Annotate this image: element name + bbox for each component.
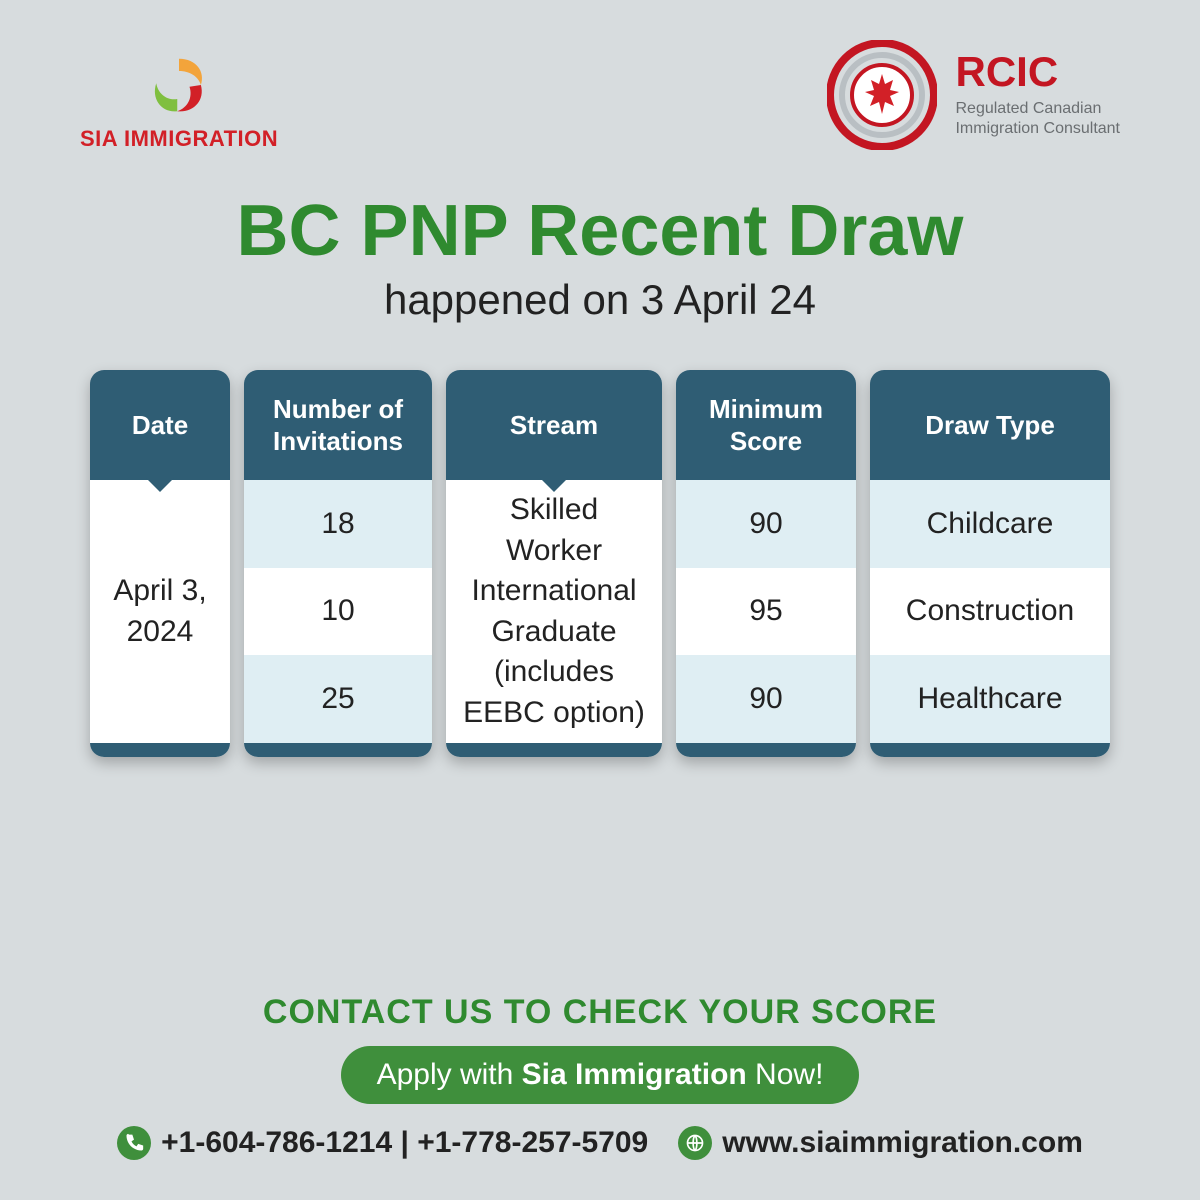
website-block[interactable]: www.siaimmigration.com: [678, 1126, 1083, 1160]
col-header: Number of Invitations: [244, 370, 432, 480]
date-cell: April 3, 2024: [90, 480, 230, 743]
col-header: Date: [90, 370, 230, 480]
table-cell: Construction: [870, 568, 1110, 656]
rcic-subtitle: Regulated Canadian Immigration Consultan…: [955, 99, 1120, 139]
rcic-title: RCIC: [955, 51, 1120, 93]
cta-pill-bold: Sia Immigration: [522, 1058, 747, 1091]
apply-button[interactable]: Apply with Sia Immigration Now!: [341, 1046, 860, 1104]
rcic-badge-icon: [827, 40, 937, 150]
sia-logo: SIA IMMIGRATION: [80, 50, 278, 152]
page-title: BC PNP Recent Draw: [0, 190, 1200, 272]
table-cell: Childcare: [870, 480, 1110, 568]
swirl-icon: [134, 50, 224, 120]
col-header: Minimum Score: [676, 370, 856, 480]
header: SIA IMMIGRATION RCIC Regulated Canadian …: [0, 50, 1200, 170]
table-cell: Healthcare: [870, 655, 1110, 743]
draw-table: Date April 3, 2024 Number of Invitations…: [90, 370, 1110, 757]
sia-logo-text: SIA IMMIGRATION: [80, 126, 278, 152]
title-block: BC PNP Recent Draw happened on 3 April 2…: [0, 190, 1200, 324]
col-footer-strip: [870, 743, 1110, 757]
page-subtitle: happened on 3 April 24: [0, 276, 1200, 324]
col-header: Draw Type: [870, 370, 1110, 480]
footer: CONTACT US TO CHECK YOUR SCORE Apply wit…: [0, 993, 1200, 1160]
cta-headline: CONTACT US TO CHECK YOUR SCORE: [0, 993, 1200, 1032]
cta-pill-prefix: Apply with: [377, 1058, 522, 1091]
col-invitations: Number of Invitations 18 10 25: [244, 370, 432, 757]
col-drawtype: Draw Type Childcare Construction Healthc…: [870, 370, 1110, 757]
cta-pill-suffix: Now!: [747, 1058, 824, 1091]
phone-block[interactable]: +1-604-786-1214 | +1-778-257-5709: [117, 1126, 648, 1160]
col-score: Minimum Score 90 95 90: [676, 370, 856, 757]
website-text: www.siaimmigration.com: [722, 1126, 1083, 1160]
rcic-text-block: RCIC Regulated Canadian Immigration Cons…: [955, 51, 1120, 139]
col-footer-strip: [90, 743, 230, 757]
phone-icon: [117, 1126, 151, 1160]
table-cell: 90: [676, 480, 856, 568]
globe-icon: [678, 1126, 712, 1160]
col-header: Stream: [446, 370, 662, 480]
contact-row: +1-604-786-1214 | +1-778-257-5709 www.si…: [0, 1126, 1200, 1160]
stream-cell: Skilled Worker International Graduate (i…: [446, 480, 662, 743]
col-date: Date April 3, 2024: [90, 370, 230, 757]
col-footer-strip: [244, 743, 432, 757]
phone-text: +1-604-786-1214 | +1-778-257-5709: [161, 1126, 648, 1160]
table-cell: 25: [244, 655, 432, 743]
table-cell: 18: [244, 480, 432, 568]
table-cell: 10: [244, 568, 432, 656]
col-footer-strip: [676, 743, 856, 757]
table-cell: 95: [676, 568, 856, 656]
table-cell: 90: [676, 655, 856, 743]
rcic-logo: RCIC Regulated Canadian Immigration Cons…: [827, 40, 1120, 150]
col-footer-strip: [446, 743, 662, 757]
col-stream: Stream Skilled Worker International Grad…: [446, 370, 662, 757]
